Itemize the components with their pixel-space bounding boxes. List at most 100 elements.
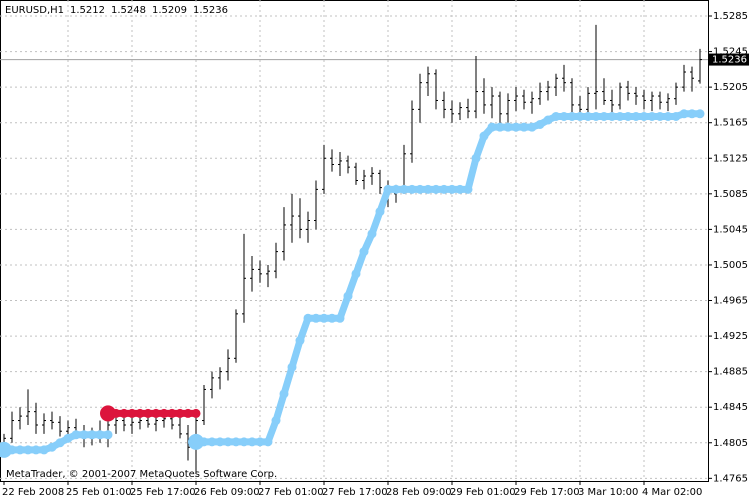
y-tick-label: 1.4805 <box>713 438 748 449</box>
indicator-dot <box>7 445 17 455</box>
indicator-dot <box>199 437 209 447</box>
indicator-dot <box>167 408 177 418</box>
indicator-dot <box>0 441 12 458</box>
indicator-dot <box>535 119 545 129</box>
x-tick-label: 25 Feb 17:00 <box>130 487 196 498</box>
y-tick-label: 1.5205 <box>713 82 748 93</box>
indicator-dot <box>671 111 681 121</box>
indicator-dot <box>143 408 153 418</box>
y-tick-label: 1.5085 <box>713 189 748 200</box>
indicator-dot <box>55 438 65 448</box>
indicator-dot <box>135 408 145 418</box>
indicator-dot <box>303 313 313 323</box>
indicator-dot <box>359 247 369 257</box>
indicator-dot <box>631 111 641 121</box>
indicator-dot <box>79 430 89 440</box>
indicator-dot <box>615 111 625 121</box>
indicator-dot <box>463 184 473 194</box>
indicator-dot <box>100 405 116 422</box>
indicator-dot <box>287 362 297 372</box>
indicator-dot <box>95 430 105 440</box>
indicator-dot <box>223 437 233 447</box>
indicator-dot <box>151 408 161 418</box>
indicator-dot <box>423 184 433 194</box>
y-tick-label: 1.4925 <box>713 331 748 342</box>
y-tick-label: 1.5005 <box>713 260 748 271</box>
indicator-dot <box>415 184 425 194</box>
indicator-dot <box>231 437 241 447</box>
indicator-dot <box>559 111 569 121</box>
symbol: EURUSD,H1 <box>5 5 64 16</box>
x-tick-label: 29 Feb 01:00 <box>450 487 516 498</box>
indicator-dot <box>119 408 129 418</box>
title-high: 1.5248 <box>111 5 146 16</box>
indicator-dot <box>319 313 329 323</box>
indicator-dot <box>599 111 609 121</box>
y-tick-label: 1.5045 <box>713 224 748 235</box>
x-tick-label: 27 Feb 01:00 <box>258 487 324 498</box>
x-tick-label: 25 Feb 01:00 <box>66 487 132 498</box>
indicator-dot <box>495 122 505 132</box>
indicator-dot <box>343 291 353 301</box>
indicator-dot <box>487 122 497 132</box>
indicator-dot <box>295 336 305 346</box>
x-tick-label: 28 Feb 09:00 <box>386 487 452 498</box>
indicator-dot <box>263 437 273 447</box>
indicator-dot <box>311 313 321 323</box>
indicator-dot <box>23 445 33 455</box>
indicator-dot <box>127 408 137 418</box>
indicator-dot <box>207 437 217 447</box>
indicator-dot <box>375 207 385 217</box>
indicator-dot <box>271 416 281 426</box>
indicator-dot <box>591 111 601 121</box>
y-tick-label: 1.5245 <box>713 47 748 58</box>
indicator-dot <box>399 184 409 194</box>
indicator-dot <box>71 430 81 440</box>
title-low: 1.5209 <box>152 5 187 16</box>
indicator-dot <box>391 184 401 194</box>
indicator-dot <box>575 111 585 121</box>
indicator-dot <box>695 109 705 119</box>
y-tick-label: 1.5165 <box>713 118 748 129</box>
indicator-dot <box>87 430 97 440</box>
indicator-dot <box>335 313 345 323</box>
title-open: 1.5212 <box>70 5 105 16</box>
y-tick-label: 1.4885 <box>713 367 748 378</box>
y-tick-label: 1.4965 <box>713 296 748 307</box>
indicator-dot <box>383 184 393 194</box>
indicator-dot <box>215 437 225 447</box>
indicator-dot <box>327 313 337 323</box>
indicator-dot <box>439 184 449 194</box>
indicator-dot <box>503 122 513 132</box>
indicator-dot <box>188 433 204 450</box>
plot-frame <box>0 0 709 482</box>
indicator-dot <box>351 269 361 279</box>
indicator-dot <box>583 111 593 121</box>
indicator-dot <box>687 109 697 119</box>
indicator-dot <box>47 442 57 452</box>
indicator-dot <box>567 111 577 121</box>
indicator-dot <box>679 109 689 119</box>
indicator-dot <box>111 408 121 418</box>
indicator-dot <box>239 437 249 447</box>
indicator-dot <box>255 437 265 447</box>
x-tick-label: 4 Mar 02:00 <box>642 487 702 498</box>
price-label: 1.5236 <box>712 55 747 66</box>
indicator-dot <box>103 430 113 440</box>
indicator-dot <box>279 389 289 399</box>
indicator-dot <box>455 184 465 194</box>
indicator-dot <box>607 111 617 121</box>
indicator-dot <box>479 131 489 141</box>
y-tick-label: 1.5125 <box>713 153 748 164</box>
indicator-dot <box>175 408 185 418</box>
title-close: 1.5236 <box>193 5 228 16</box>
indicator-dot <box>511 122 521 132</box>
indicator-dot <box>551 111 561 121</box>
indicator-dot <box>63 433 73 443</box>
y-tick-label: 1.4845 <box>713 402 748 413</box>
x-tick-label: 3 Mar 10:00 <box>578 487 638 498</box>
indicator-dot <box>663 111 673 121</box>
x-tick-label: 27 Feb 17:00 <box>322 487 388 498</box>
indicator-dot <box>247 437 257 447</box>
indicator-dot <box>623 111 633 121</box>
